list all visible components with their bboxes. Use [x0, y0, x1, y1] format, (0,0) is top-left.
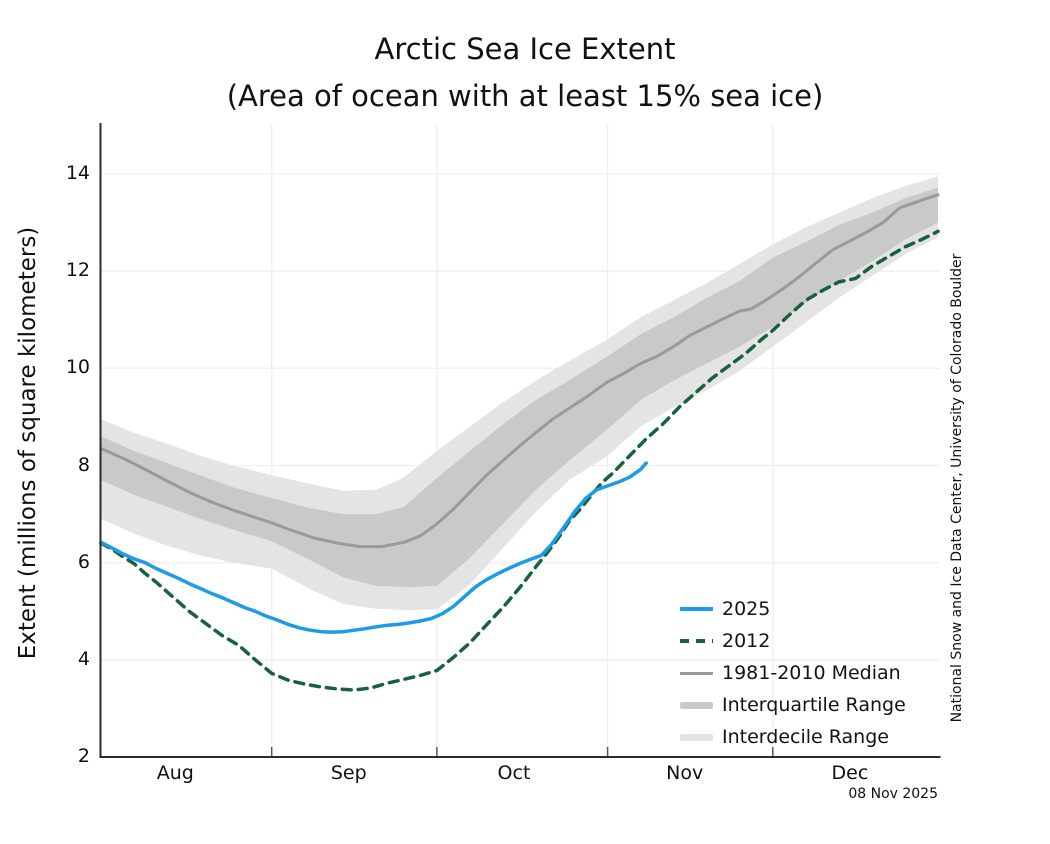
credit-text: National Snow and Ice Data Center, Unive… [949, 253, 965, 723]
chart-subtitle: (Area of ocean with at least 15% sea ice… [226, 79, 824, 113]
y-tick-label: 4 [77, 647, 90, 670]
legend-row: 2025 [680, 593, 906, 625]
interquartile-band [101, 187, 938, 587]
interdecile-band [101, 176, 938, 611]
y-tick-label: 2 [77, 745, 90, 767]
y-tick-label: 10 [65, 356, 90, 379]
y-tick-label: 12 [65, 259, 90, 282]
x-tick-label-aug: Aug [156, 762, 194, 784]
legend-label: 2025 [722, 598, 771, 620]
x-tick-label-sep: Sep [330, 762, 367, 784]
legend-swatch-interdecile-range [680, 733, 713, 741]
series-line-2012 [99, 229, 940, 692]
legend-label: 1981-2010 Median [722, 662, 901, 684]
legend-row: Interquartile Range [680, 689, 906, 721]
legend-row: 1981-2010 Median [680, 657, 906, 689]
chart-title: Arctic Sea Ice Extent [374, 32, 676, 66]
legend-label: Interdecile Range [722, 726, 889, 748]
y-axis-title: Extent (millions of square kilometers) [15, 226, 41, 660]
y-tick-label: 6 [77, 550, 90, 573]
legend-row: Interdecile Range [680, 721, 906, 753]
legend-swatch-2012 [680, 639, 713, 643]
x-tick-label-oct: Oct [497, 762, 531, 784]
legend-swatch-1981-2010-median [680, 671, 713, 675]
series-line-1981-2010-median [99, 193, 940, 549]
legend-label: Interquartile Range [722, 694, 906, 716]
y-tick-label: 8 [77, 453, 90, 476]
x-tick-label-dec: Dec [831, 762, 869, 784]
legend-swatch-interquartile-range [680, 701, 713, 709]
legend: 2025 2012 1981-2010 Median Interquartile Ra… [680, 593, 906, 753]
series-line-2025 [99, 461, 648, 634]
y-tick-label: 14 [65, 162, 90, 184]
legend-row: 2012 [680, 625, 906, 657]
legend-swatch-2025 [680, 607, 713, 611]
date-label: 08 Nov 2025 [848, 786, 938, 802]
x-tick-label-nov: Nov [666, 762, 704, 784]
legend-label: 2012 [722, 630, 771, 652]
